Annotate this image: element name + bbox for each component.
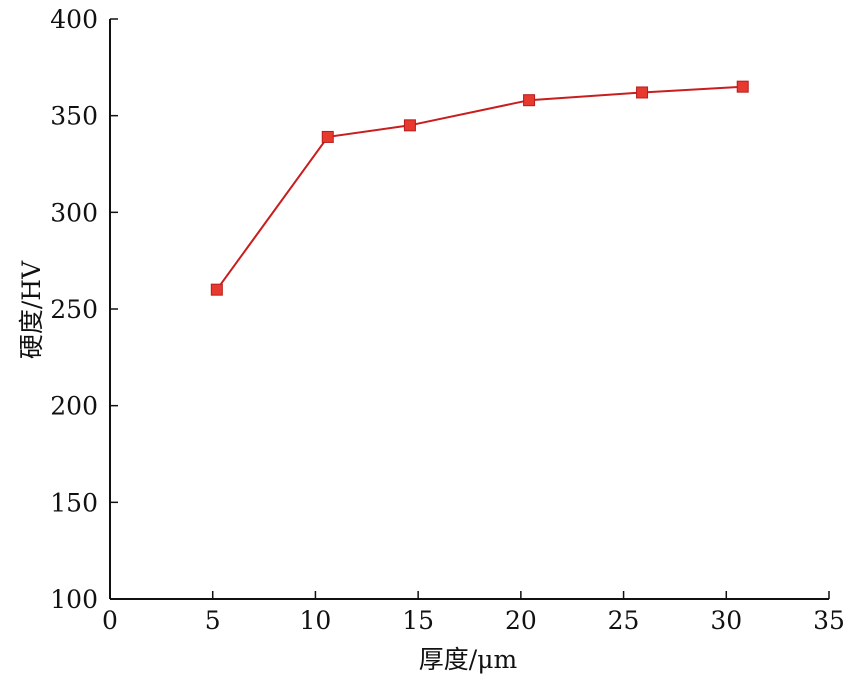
x-tick-label: 0 <box>102 606 118 635</box>
x-tick-label: 10 <box>300 606 332 635</box>
x-tick-label: 15 <box>402 606 434 635</box>
y-tick-label: 400 <box>50 5 98 34</box>
y-tick-label: 350 <box>50 102 98 131</box>
y-axis-title: 硬度/HV <box>17 260 46 359</box>
data-point-marker <box>523 94 536 107</box>
x-tick-label: 25 <box>608 606 640 635</box>
data-point-marker <box>636 86 649 99</box>
x-tick-label: 30 <box>710 606 742 635</box>
y-tick-label: 250 <box>50 295 98 324</box>
x-axis-title: 厚度/μm <box>419 645 518 674</box>
y-tick-label: 150 <box>50 488 98 517</box>
ticks: 0 5 10 15 20 25 30 35 100 150 200 250 300 350 400 <box>50 5 845 635</box>
x-tick-label: 5 <box>205 606 221 635</box>
y-tick-label: 200 <box>50 392 98 421</box>
series <box>210 80 749 296</box>
x-tick-label: 20 <box>505 606 537 635</box>
y-tick-label: 300 <box>50 198 98 227</box>
y-tick-label: 100 <box>50 585 98 614</box>
axes <box>109 19 829 600</box>
x-tick-label: 35 <box>813 606 845 635</box>
data-point-marker <box>736 80 749 93</box>
data-point-marker <box>210 283 223 296</box>
data-point-marker <box>403 119 416 132</box>
series-line <box>215 85 743 291</box>
data-point-marker <box>321 130 334 143</box>
